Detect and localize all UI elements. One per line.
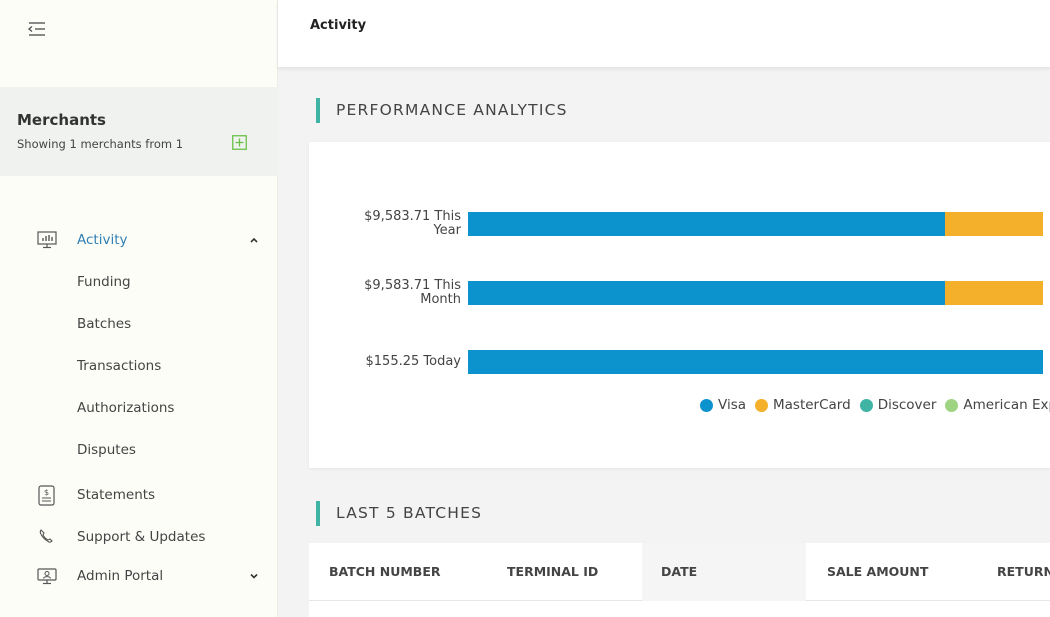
bar-label-today: $155.25 Today — [365, 354, 462, 369]
sidebar-item-activity-label: Activity — [77, 232, 128, 248]
bar-label-year: $9,583.71 This Year — [364, 209, 461, 238]
sidebar-item-admin-portal[interactable]: Admin Portal — [0, 561, 278, 591]
legend-dot-american-express — [945, 398, 959, 412]
chevron-up-icon[interactable] — [248, 234, 260, 246]
sidebar-subitem-batches[interactable]: Batches — [77, 316, 132, 332]
top-bar: Activity — [278, 0, 1050, 67]
sidebar-item-admin-portal-label: Admin Portal — [77, 568, 164, 584]
chevron-down-icon[interactable] — [248, 570, 260, 582]
bar-month-visa[interactable] — [468, 281, 946, 305]
performance-chart: $9,583.71 This Year $9,583.71 This Month $… — [309, 142, 1050, 468]
merchant-count: Showing 1 merchants from 1 — [17, 137, 184, 151]
bar-today-visa[interactable] — [468, 350, 1043, 374]
legend-dot-mastercard — [755, 398, 768, 412]
legend-label-discover: Discover — [877, 397, 937, 413]
chart-legend: Visa MasterCard Discover American Expr — [700, 397, 1050, 413]
sidebar-subitem-authorizations[interactable]: Authorizations — [77, 400, 175, 416]
column-return[interactable]: RETURN — [997, 564, 1050, 579]
sidebar: Merchants Showing 1 merchants from 1 Act… — [0, 0, 278, 617]
sidebar-subitem-disputes[interactable]: Disputes — [77, 442, 136, 458]
table-header-row: BATCH NUMBER TERMINAL ID DATE SALE AMOUN… — [309, 543, 1050, 601]
bar-month-mastercard[interactable] — [945, 281, 1043, 305]
sidebar-subitem-funding[interactable]: Funding — [77, 274, 131, 290]
svg-text:$: $ — [44, 488, 49, 497]
sidebar-item-support-label: Support & Updates — [77, 529, 206, 545]
sidebar-item-activity[interactable]: Activity — [0, 225, 278, 255]
statement-document-icon: $ — [36, 485, 58, 506]
legend-label-american-express: American Expr — [963, 397, 1050, 413]
last-batches-heading: LAST 5 BATCHES — [316, 501, 482, 526]
column-terminal-id[interactable]: TERMINAL ID — [507, 564, 599, 579]
legend-label-visa: Visa — [718, 397, 746, 413]
merchant-summary: Merchants Showing 1 merchants from 1 — [0, 87, 278, 176]
legend-label-mastercard: MasterCard — [773, 397, 851, 413]
add-merchant-icon[interactable] — [232, 135, 247, 150]
performance-analytics-heading: PERFORMANCE ANALYTICS — [316, 98, 568, 123]
bar-label-month: $9,583.71 This Month — [364, 278, 461, 307]
merchant-title: Merchants — [17, 111, 106, 129]
batches-table: BATCH NUMBER TERMINAL ID DATE SALE AMOUN… — [309, 543, 1050, 617]
legend-item-visa[interactable]: Visa — [700, 397, 746, 413]
bar-year-visa[interactable] — [468, 212, 946, 236]
admin-monitor-icon — [36, 566, 58, 586]
legend-item-discover[interactable]: Discover — [859, 397, 937, 413]
page-title: Activity — [310, 18, 367, 33]
menu-collapse-icon[interactable] — [27, 20, 49, 40]
legend-item-mastercard[interactable]: MasterCard — [755, 397, 851, 413]
legend-dot-discover — [859, 398, 873, 412]
legend-dot-visa — [700, 398, 713, 412]
column-date[interactable]: DATE — [642, 543, 806, 601]
phone-icon — [36, 527, 58, 547]
sidebar-subitem-transactions[interactable]: Transactions — [77, 358, 162, 374]
sidebar-item-statements-label: Statements — [77, 487, 156, 503]
column-batch-number[interactable]: BATCH NUMBER — [329, 564, 441, 579]
chart-monitor-icon — [36, 230, 58, 250]
sidebar-item-support[interactable]: Support & Updates — [0, 522, 278, 552]
sidebar-item-statements[interactable]: $ Statements — [0, 480, 278, 510]
bar-year-mastercard[interactable] — [945, 212, 1043, 236]
column-sale-amount[interactable]: SALE AMOUNT — [827, 564, 929, 579]
legend-item-american-express[interactable]: American Expr — [945, 397, 1050, 413]
